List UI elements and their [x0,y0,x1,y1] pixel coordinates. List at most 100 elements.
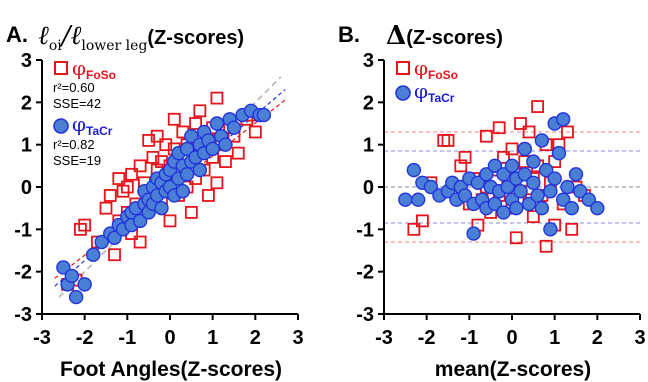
panel-b-title-zscores: (Z-scores) [406,27,503,49]
panel-a-point-foso [159,138,173,152]
panel-b-x-tick-label: 1 [549,327,560,349]
panel-a-x-tick-label: 0 [164,327,175,349]
panel-b-point-tacr [410,192,426,207]
legend-a-foso-r2: r²=0.60 [53,80,95,95]
panel-b-point-tacr [423,179,439,195]
panel-a-point-foso [150,129,164,143]
panel-b-point-tacr [534,133,550,148]
panel-b-plot: -3 -2 -1 0 1 2 3 3 2 1 0 -1 -2 -3 [356,50,645,349]
panel-b-point-foso [437,134,451,147]
panel-a-plot: -3 -2 -1 0 1 2 3 3 2 1 0 -1 -2 -3 [14,50,303,349]
panel-b-point-tacr [496,205,511,220]
panel-a-point-foso [78,218,92,232]
panel-b-point-tacr [534,200,550,216]
panel-a-y-tick-label: 1 [21,135,32,157]
panel-a-point-tacr [77,277,92,292]
panel-b-point-foso [509,231,523,245]
panel-a-point-tacr [184,128,199,144]
legend-b-foso-label: φFoSo [414,56,458,82]
panel-b-point-tacr [487,158,503,174]
panel-b-point-tacr [573,184,588,199]
panel-b-point-tacr [538,162,554,178]
panel-b-point-tacr [526,154,541,169]
legend-b-tacr-label: φTaCr [414,79,455,105]
panel-b-letter: B. [338,22,360,47]
panel-a-x-tick-label: -2 [76,327,94,349]
panel-a-point-foso [201,189,215,202]
legend-a-tacr-sse: SSE=19 [53,153,101,168]
panel-a-point-foso [74,222,87,236]
panel-b-point-foso [415,214,429,228]
panel-a-point-tacr [154,200,169,216]
panel-a-point-foso [142,134,156,147]
panel-a-point-foso [189,117,203,130]
panel-a-x-tick-label: 3 [292,327,303,349]
panel-b-x-tick-label: 3 [634,327,645,349]
panel-a-y-tick-label: -1 [14,219,32,241]
panel-a-point-foso [163,214,177,228]
panel-a-x-tick-label: 1 [207,327,218,349]
panel-a-y-tick-label: 0 [21,177,32,199]
panel-a-point-tacr [179,141,195,157]
panel-b-point-tacr [479,167,494,182]
panel-b-point-tacr [581,192,596,207]
legend-a-tacr-r2: r²=0.82 [53,137,95,152]
panel-a-point-foso [133,159,147,173]
panel-a-point-foso [219,155,232,169]
panel-b-point-tacr [543,222,558,237]
panel-b-point-tacr [551,145,567,161]
panel-b-point-tacr [590,200,605,216]
panel-b-point-foso [479,129,493,143]
panel-a-point-foso [248,125,262,139]
panel-b-x-tick-label: -2 [418,327,436,349]
panel-a-point-foso [116,184,130,198]
panel-a-y-tick-label: -2 [14,262,32,284]
panel-a-title-ell1: ℓ [38,21,49,51]
panel-b-point-tacr [500,179,515,195]
panel-a-point-foso [103,189,117,202]
panel-b-y-tick-label: -1 [356,219,374,241]
panel-b-point-tacr [406,162,422,178]
panel-a-point-tacr [209,116,225,131]
panel-a-y-tick-label: 3 [21,50,32,72]
panel-b-point-tacr [556,192,571,207]
legend-b-foso-marker [396,61,410,75]
panel-b-point-tacr [547,171,562,186]
panel-a-y-tick-label: -3 [14,304,32,326]
legend-a-foso-label: φFoSo [72,56,116,82]
panel-a-point-tacr [56,260,71,275]
panel-b-point-foso [458,150,472,164]
panel-b-point-foso [526,210,540,224]
panel-b-y-tick-label: 2 [363,92,374,114]
panel-a-point-foso [125,167,138,181]
panel-b-title: Δ(Z-scores) [386,21,503,51]
panel-a-point-tacr [205,141,220,157]
panel-a-point-foso [193,104,207,118]
panel-a-point-foso [155,155,168,169]
panel-b-point-tacr [543,184,558,199]
panel-b-point-tacr [556,112,571,127]
panel-b-point-tacr [513,184,528,199]
panel-b-point-tacr [560,179,575,195]
panel-a-point-foso [99,201,113,215]
panel-a-point-foso [184,205,198,219]
panel-a-x-tick-label: 2 [250,327,261,349]
panel-b-x-tick-label: -3 [375,327,393,349]
panel-b-point-tacr [517,141,532,157]
panel-a-point-foso [231,146,245,160]
panel-a-point-tacr [94,234,109,250]
panel-a-title-zscores: (Z-scores) [147,27,244,49]
panel-a-point-tacr [175,184,191,199]
panel-b-point-foso [539,239,553,253]
panel-b-point-foso [514,117,527,130]
panel-a-point-foso [210,176,224,190]
panel-b-point-tacr [526,175,541,190]
panel-a-title-lowerleg: lower leg [81,38,147,54]
legend-a-foso-sse: SSE=42 [53,96,101,111]
panel-b-y-tick-label: -3 [356,304,374,326]
panel-b-x-tick-label: 2 [592,327,603,349]
panel-b-legend: φFoSo φTaCr [395,56,458,105]
panel-a-point-tacr [107,230,122,246]
